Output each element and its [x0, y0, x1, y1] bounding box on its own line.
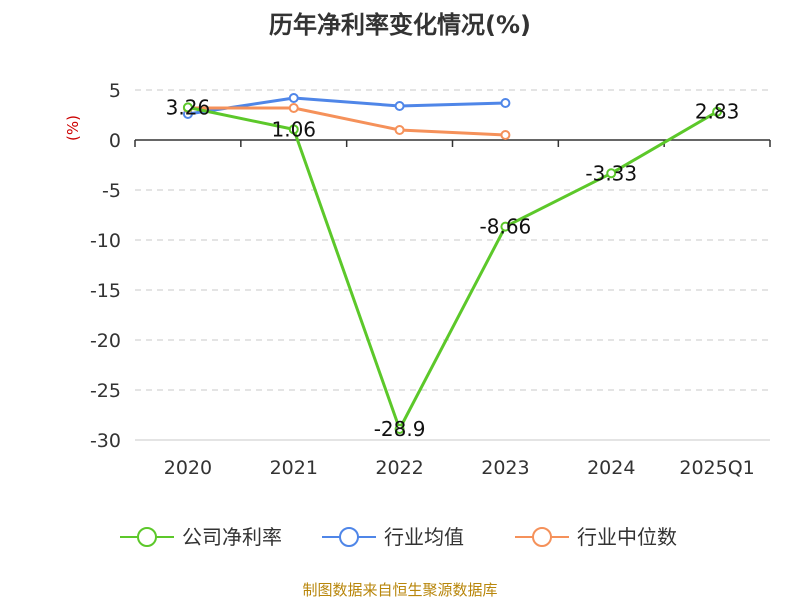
data-point [182, 102, 193, 113]
data-point [394, 424, 405, 434]
data-point [394, 101, 405, 111]
data-point [606, 168, 617, 179]
data-point [500, 130, 511, 140]
legend-marker [137, 527, 157, 547]
x-tick-label: 2022 [375, 457, 423, 479]
data-label: -3.33 [585, 161, 637, 185]
y-tick-label: -15 [90, 280, 121, 302]
data-label: -28.9 [374, 417, 426, 441]
x-tick-label: 2021 [270, 457, 318, 479]
x-tick-label: 2024 [587, 457, 635, 479]
series-line [187, 105, 718, 431]
data-label: -8.66 [480, 215, 532, 239]
data-point [500, 98, 511, 108]
y-tick-label: -20 [90, 330, 121, 352]
x-tick-label: 2023 [481, 457, 529, 479]
legend: 公司净利率 行业均值 行业中位数 [120, 525, 677, 549]
source-note: 制图数据来自恒生聚源数据库 [302, 581, 497, 599]
series-line [187, 96, 506, 116]
data-point [288, 103, 299, 113]
axes: 5 0 -5 -10 -15 -20 -25 -30 2020 2021 2022 2023 2024 2… [90, 80, 771, 479]
x-tick-label: 2025Q1 [679, 457, 754, 479]
y-tick-label: -10 [90, 230, 121, 252]
data-label: 2.83 [695, 100, 740, 124]
data-labels: 3.26 1.06 -28.9 -8.66 -3.33 2.83 [166, 95, 740, 441]
legend-label: 公司净利率 [182, 525, 282, 549]
data-point [394, 125, 405, 135]
data-point [500, 221, 511, 232]
y-tick-label: -5 [102, 180, 121, 202]
legend-label: 行业均值 [384, 525, 464, 549]
legend-marker [532, 527, 552, 547]
legend-label: 行业中位数 [577, 525, 677, 549]
series-line [187, 106, 506, 137]
y-tick-label: -30 [90, 430, 121, 452]
y-tick-label: 0 [109, 130, 121, 152]
y-tick-label: -25 [90, 380, 121, 402]
data-label: 1.06 [271, 117, 316, 141]
data-point [712, 106, 723, 117]
chart-title: 历年净利率变化情况(%) [269, 11, 531, 39]
data-point [288, 93, 299, 103]
series-layer [182, 93, 723, 434]
x-tick-label: 2020 [164, 457, 212, 479]
legend-marker [339, 527, 359, 547]
y-tick-label: 5 [109, 80, 121, 102]
data-label: 3.26 [166, 95, 211, 119]
y-axis-label: (%) [64, 115, 82, 141]
data-point [288, 124, 299, 135]
